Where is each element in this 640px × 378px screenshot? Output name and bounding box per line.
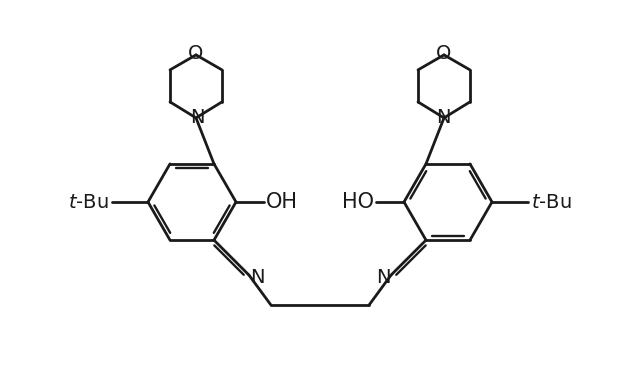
Text: $t$-Bu: $t$-Bu <box>531 192 572 212</box>
Text: N: N <box>189 108 204 127</box>
Text: HO: HO <box>342 192 374 212</box>
Text: O: O <box>436 44 452 64</box>
Text: N: N <box>250 268 264 287</box>
Text: OH: OH <box>266 192 298 212</box>
Text: $t$-Bu: $t$-Bu <box>68 192 109 212</box>
Text: N: N <box>376 268 390 287</box>
Text: O: O <box>188 44 204 64</box>
Text: N: N <box>436 108 451 127</box>
